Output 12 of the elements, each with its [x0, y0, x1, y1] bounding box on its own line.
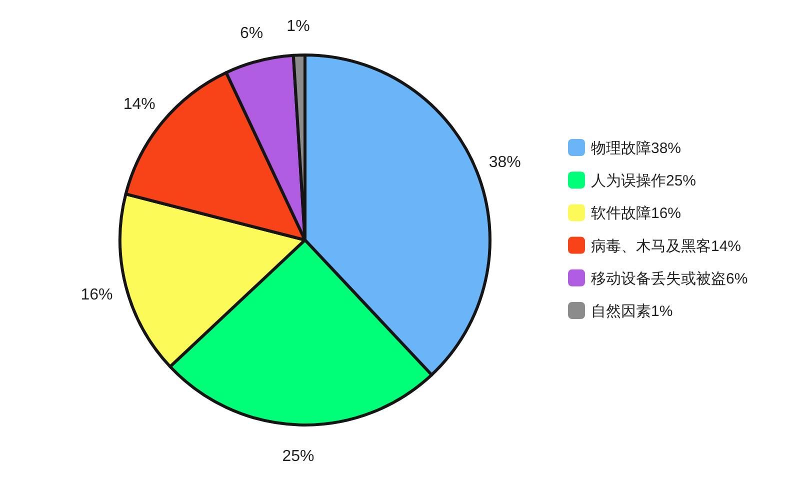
data-label: 6% — [240, 24, 264, 42]
data-label: 25% — [282, 448, 314, 465]
legend-label: 移动设备丢失或被盗6% — [591, 270, 748, 288]
data-label: 38% — [488, 154, 521, 171]
legend-label: 自然因素1% — [591, 303, 673, 320]
legend-label: 病毒、木马及黑客14% — [591, 238, 742, 255]
data-label: 1% — [286, 18, 310, 36]
data-label: 16% — [80, 286, 113, 304]
legend-label: 人为误操作25% — [591, 172, 696, 190]
legend-label: 软件故障16% — [591, 205, 682, 222]
legend-label: 物理故障38% — [591, 140, 682, 157]
data-label: 14% — [123, 96, 156, 113]
